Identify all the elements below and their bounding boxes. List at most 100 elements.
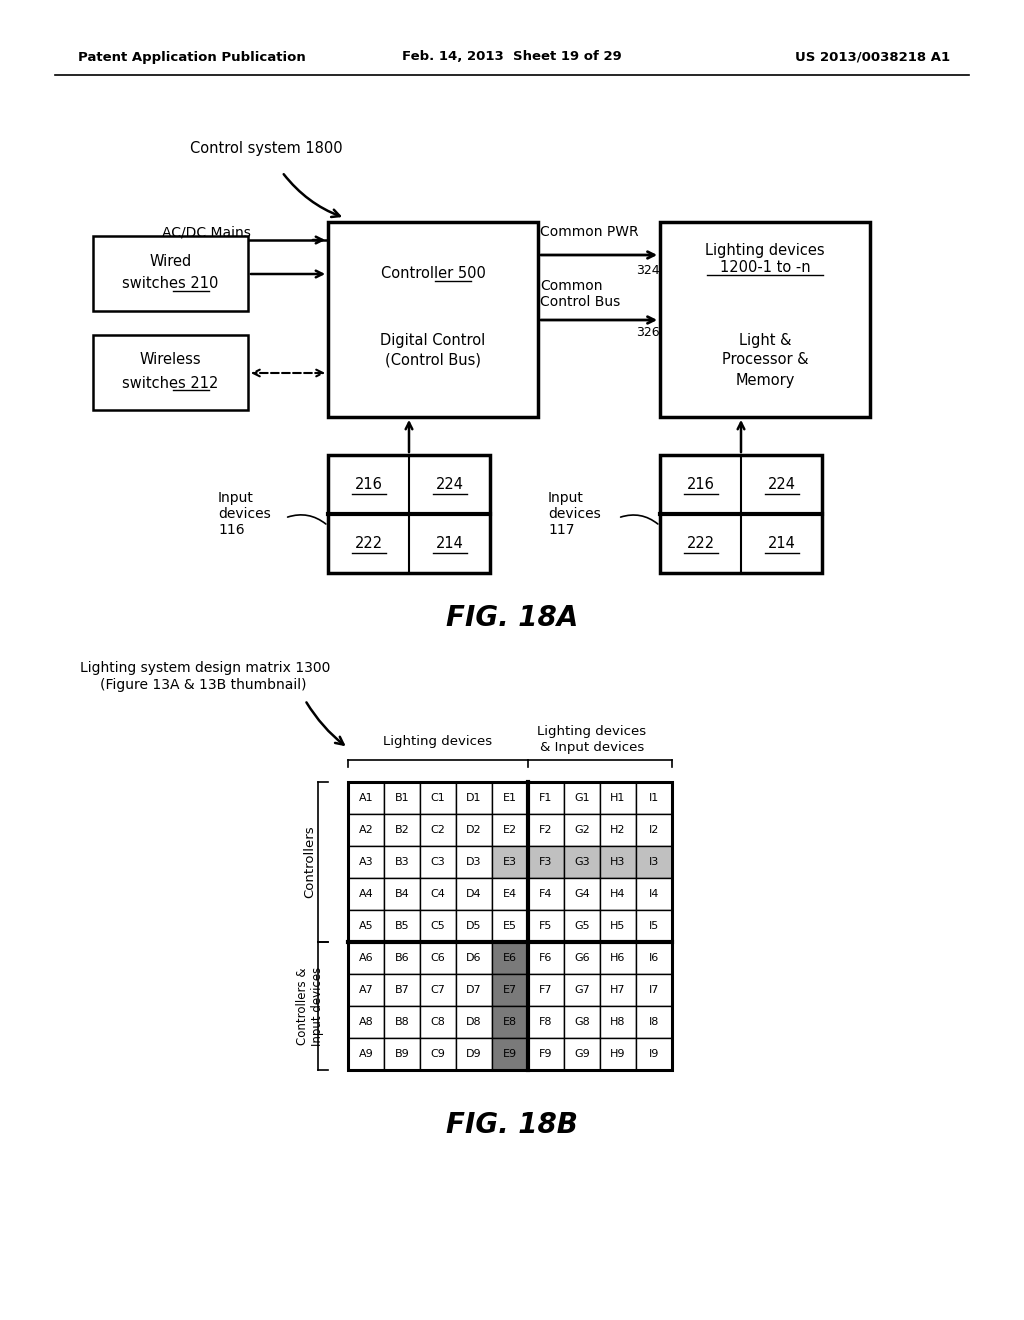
Bar [492, 1038, 528, 1071]
Text: C9: C9 [430, 1049, 445, 1059]
Text: C5: C5 [431, 921, 445, 931]
Bar [528, 846, 564, 878]
Bar [600, 974, 636, 1006]
Bar [456, 781, 492, 814]
Bar [328, 455, 490, 573]
Bar [384, 909, 420, 942]
Text: Light &: Light & [738, 333, 792, 347]
Text: E6: E6 [503, 953, 517, 964]
Text: A6: A6 [358, 953, 374, 964]
Text: & Input devices: & Input devices [540, 741, 644, 754]
Bar [456, 942, 492, 974]
Text: 324: 324 [636, 264, 659, 276]
Text: I8: I8 [649, 1016, 659, 1027]
Text: B9: B9 [394, 1049, 410, 1059]
Bar [93, 236, 248, 312]
Bar [564, 1038, 600, 1071]
Text: C3: C3 [431, 857, 445, 867]
Bar [564, 1006, 600, 1038]
Text: E7: E7 [503, 985, 517, 995]
Text: I7: I7 [649, 985, 659, 995]
Bar [564, 974, 600, 1006]
Text: FIG. 18A: FIG. 18A [445, 605, 579, 632]
Bar [492, 846, 528, 878]
Bar [564, 878, 600, 909]
Text: D5: D5 [466, 921, 481, 931]
Bar [660, 455, 822, 573]
Text: F6: F6 [540, 953, 553, 964]
Text: F2: F2 [540, 825, 553, 836]
Bar [420, 814, 456, 846]
Text: D7: D7 [466, 985, 482, 995]
Text: A8: A8 [358, 1016, 374, 1027]
Text: D6: D6 [466, 953, 481, 964]
Bar [564, 846, 600, 878]
Text: (Control Bus): (Control Bus) [385, 352, 481, 367]
Bar [528, 1006, 564, 1038]
Text: F3: F3 [540, 857, 553, 867]
Bar [636, 846, 672, 878]
Text: F7: F7 [540, 985, 553, 995]
Text: Lighting devices: Lighting devices [383, 735, 493, 748]
Bar [636, 1038, 672, 1071]
Bar [636, 814, 672, 846]
Text: H7: H7 [610, 985, 626, 995]
Bar [456, 974, 492, 1006]
Text: D8: D8 [466, 1016, 482, 1027]
Bar [528, 814, 564, 846]
Text: devices: devices [548, 507, 601, 521]
Text: C8: C8 [430, 1016, 445, 1027]
Text: 117: 117 [548, 523, 574, 537]
Bar [492, 781, 528, 814]
Text: E3: E3 [503, 857, 517, 867]
Text: 214: 214 [435, 536, 464, 550]
Text: D2: D2 [466, 825, 482, 836]
Text: Input: Input [548, 491, 584, 506]
Text: 216: 216 [686, 477, 715, 492]
Bar [384, 846, 420, 878]
Bar [456, 1006, 492, 1038]
Text: 224: 224 [768, 477, 796, 492]
Text: C7: C7 [430, 985, 445, 995]
Bar [348, 878, 384, 909]
Text: 222: 222 [354, 536, 383, 550]
Text: F8: F8 [540, 1016, 553, 1027]
Text: E9: E9 [503, 1049, 517, 1059]
Text: D4: D4 [466, 888, 482, 899]
Text: G3: G3 [574, 857, 590, 867]
Bar [600, 781, 636, 814]
Text: F1: F1 [540, 793, 553, 803]
Text: F4: F4 [540, 888, 553, 899]
Bar [348, 814, 384, 846]
Bar [528, 1038, 564, 1071]
Bar [600, 909, 636, 942]
Text: C4: C4 [430, 888, 445, 899]
Bar [348, 1038, 384, 1071]
Text: A4: A4 [358, 888, 374, 899]
Text: A9: A9 [358, 1049, 374, 1059]
Bar [600, 1038, 636, 1071]
Text: Controllers &
Input devices: Controllers & Input devices [296, 966, 324, 1045]
Text: A3: A3 [358, 857, 374, 867]
Text: Wireless: Wireless [139, 352, 202, 367]
Bar [420, 846, 456, 878]
Bar [492, 942, 528, 974]
Text: E4: E4 [503, 888, 517, 899]
Text: Common: Common [540, 279, 602, 293]
Text: B4: B4 [394, 888, 410, 899]
Bar [328, 222, 538, 417]
Text: 222: 222 [686, 536, 715, 550]
Text: A2: A2 [358, 825, 374, 836]
Text: B2: B2 [394, 825, 410, 836]
Text: G9: G9 [574, 1049, 590, 1059]
Bar [600, 1006, 636, 1038]
Text: B8: B8 [394, 1016, 410, 1027]
Bar [384, 974, 420, 1006]
Bar [564, 942, 600, 974]
Bar [420, 942, 456, 974]
Bar [636, 781, 672, 814]
Bar [492, 974, 528, 1006]
Text: (Figure 13A & 13B thumbnail): (Figure 13A & 13B thumbnail) [100, 678, 306, 692]
Text: G6: G6 [574, 953, 590, 964]
Text: C1: C1 [431, 793, 445, 803]
